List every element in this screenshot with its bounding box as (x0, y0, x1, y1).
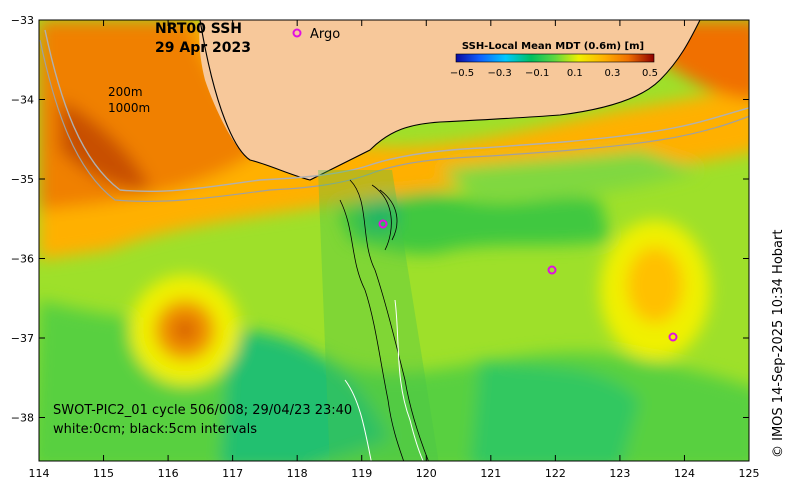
date-title: 29 Apr 2023 (155, 40, 251, 56)
colorbar-tick-label: −0.3 (487, 68, 511, 79)
argo-legend-label: Argo (310, 27, 340, 42)
y-tick-label: −38 (11, 412, 34, 425)
x-tick-label: 121 (480, 467, 501, 480)
x-tick-label: 119 (351, 467, 372, 480)
colorbar-tick-label: 0.3 (604, 68, 620, 79)
contour-label-1000m: 1000m (108, 101, 150, 115)
argo-legend-icon (292, 28, 302, 38)
contour-caption: white:0cm; black:5cm intervals (53, 422, 257, 437)
colorbar-title: SSH-Local Mean MDT (0.6m) [m] (462, 41, 644, 52)
x-tick-label: 116 (158, 467, 179, 480)
colorbar-tick-label: 0.1 (567, 68, 583, 79)
x-tick-label: 124 (674, 467, 695, 480)
contour-label-200m: 200m (108, 85, 143, 99)
y-tick-label: −33 (11, 14, 34, 27)
y-axis: −33 −34 −35 −36 −37 −38 (11, 14, 749, 425)
colorbar-tick-label: 0.5 (642, 68, 658, 79)
x-tick-label: 115 (93, 467, 114, 480)
colorbar: SSH-Local Mean MDT (0.6m) [m] −0.5 −0.3 −0… (450, 41, 658, 79)
y-tick-label: −36 (11, 253, 34, 266)
x-tick-label: 114 (29, 467, 50, 480)
product-title: NRT00 SSH (155, 21, 242, 37)
bathy-1000m (39, 39, 749, 202)
argo-floats (378, 219, 678, 342)
argo-float[interactable] (378, 219, 388, 229)
x-tick-label: 125 (739, 467, 760, 480)
colorbar-ramp (455, 53, 655, 63)
colorbar-tick-label: −0.1 (525, 68, 549, 79)
y-tick-label: −37 (11, 332, 34, 345)
y-tick-label: −35 (11, 173, 34, 186)
y-tick-label: −34 (11, 94, 34, 107)
x-axis: 114 115 116 117 118 119 120 121 122 123 124 125 (29, 20, 760, 480)
x-tick-label: 118 (287, 467, 308, 480)
x-tick-label: 120 (416, 467, 437, 480)
coastline (199, 20, 701, 181)
credit-text: © IMOS 14-Sep-2025 10:34 Hobart (771, 230, 786, 458)
x-tick-label: 123 (609, 467, 630, 480)
colorbar-tick-label: −0.5 (450, 68, 474, 79)
x-tick-label: 122 (545, 467, 566, 480)
swot-caption: SWOT-PIC2_01 cycle 506/008; 29/04/23 23:… (53, 403, 352, 418)
bathy-200m (44, 29, 749, 193)
argo-float[interactable] (668, 332, 678, 342)
argo-float[interactable] (547, 265, 557, 275)
x-tick-label: 117 (222, 467, 243, 480)
swot-swath (318, 170, 439, 461)
